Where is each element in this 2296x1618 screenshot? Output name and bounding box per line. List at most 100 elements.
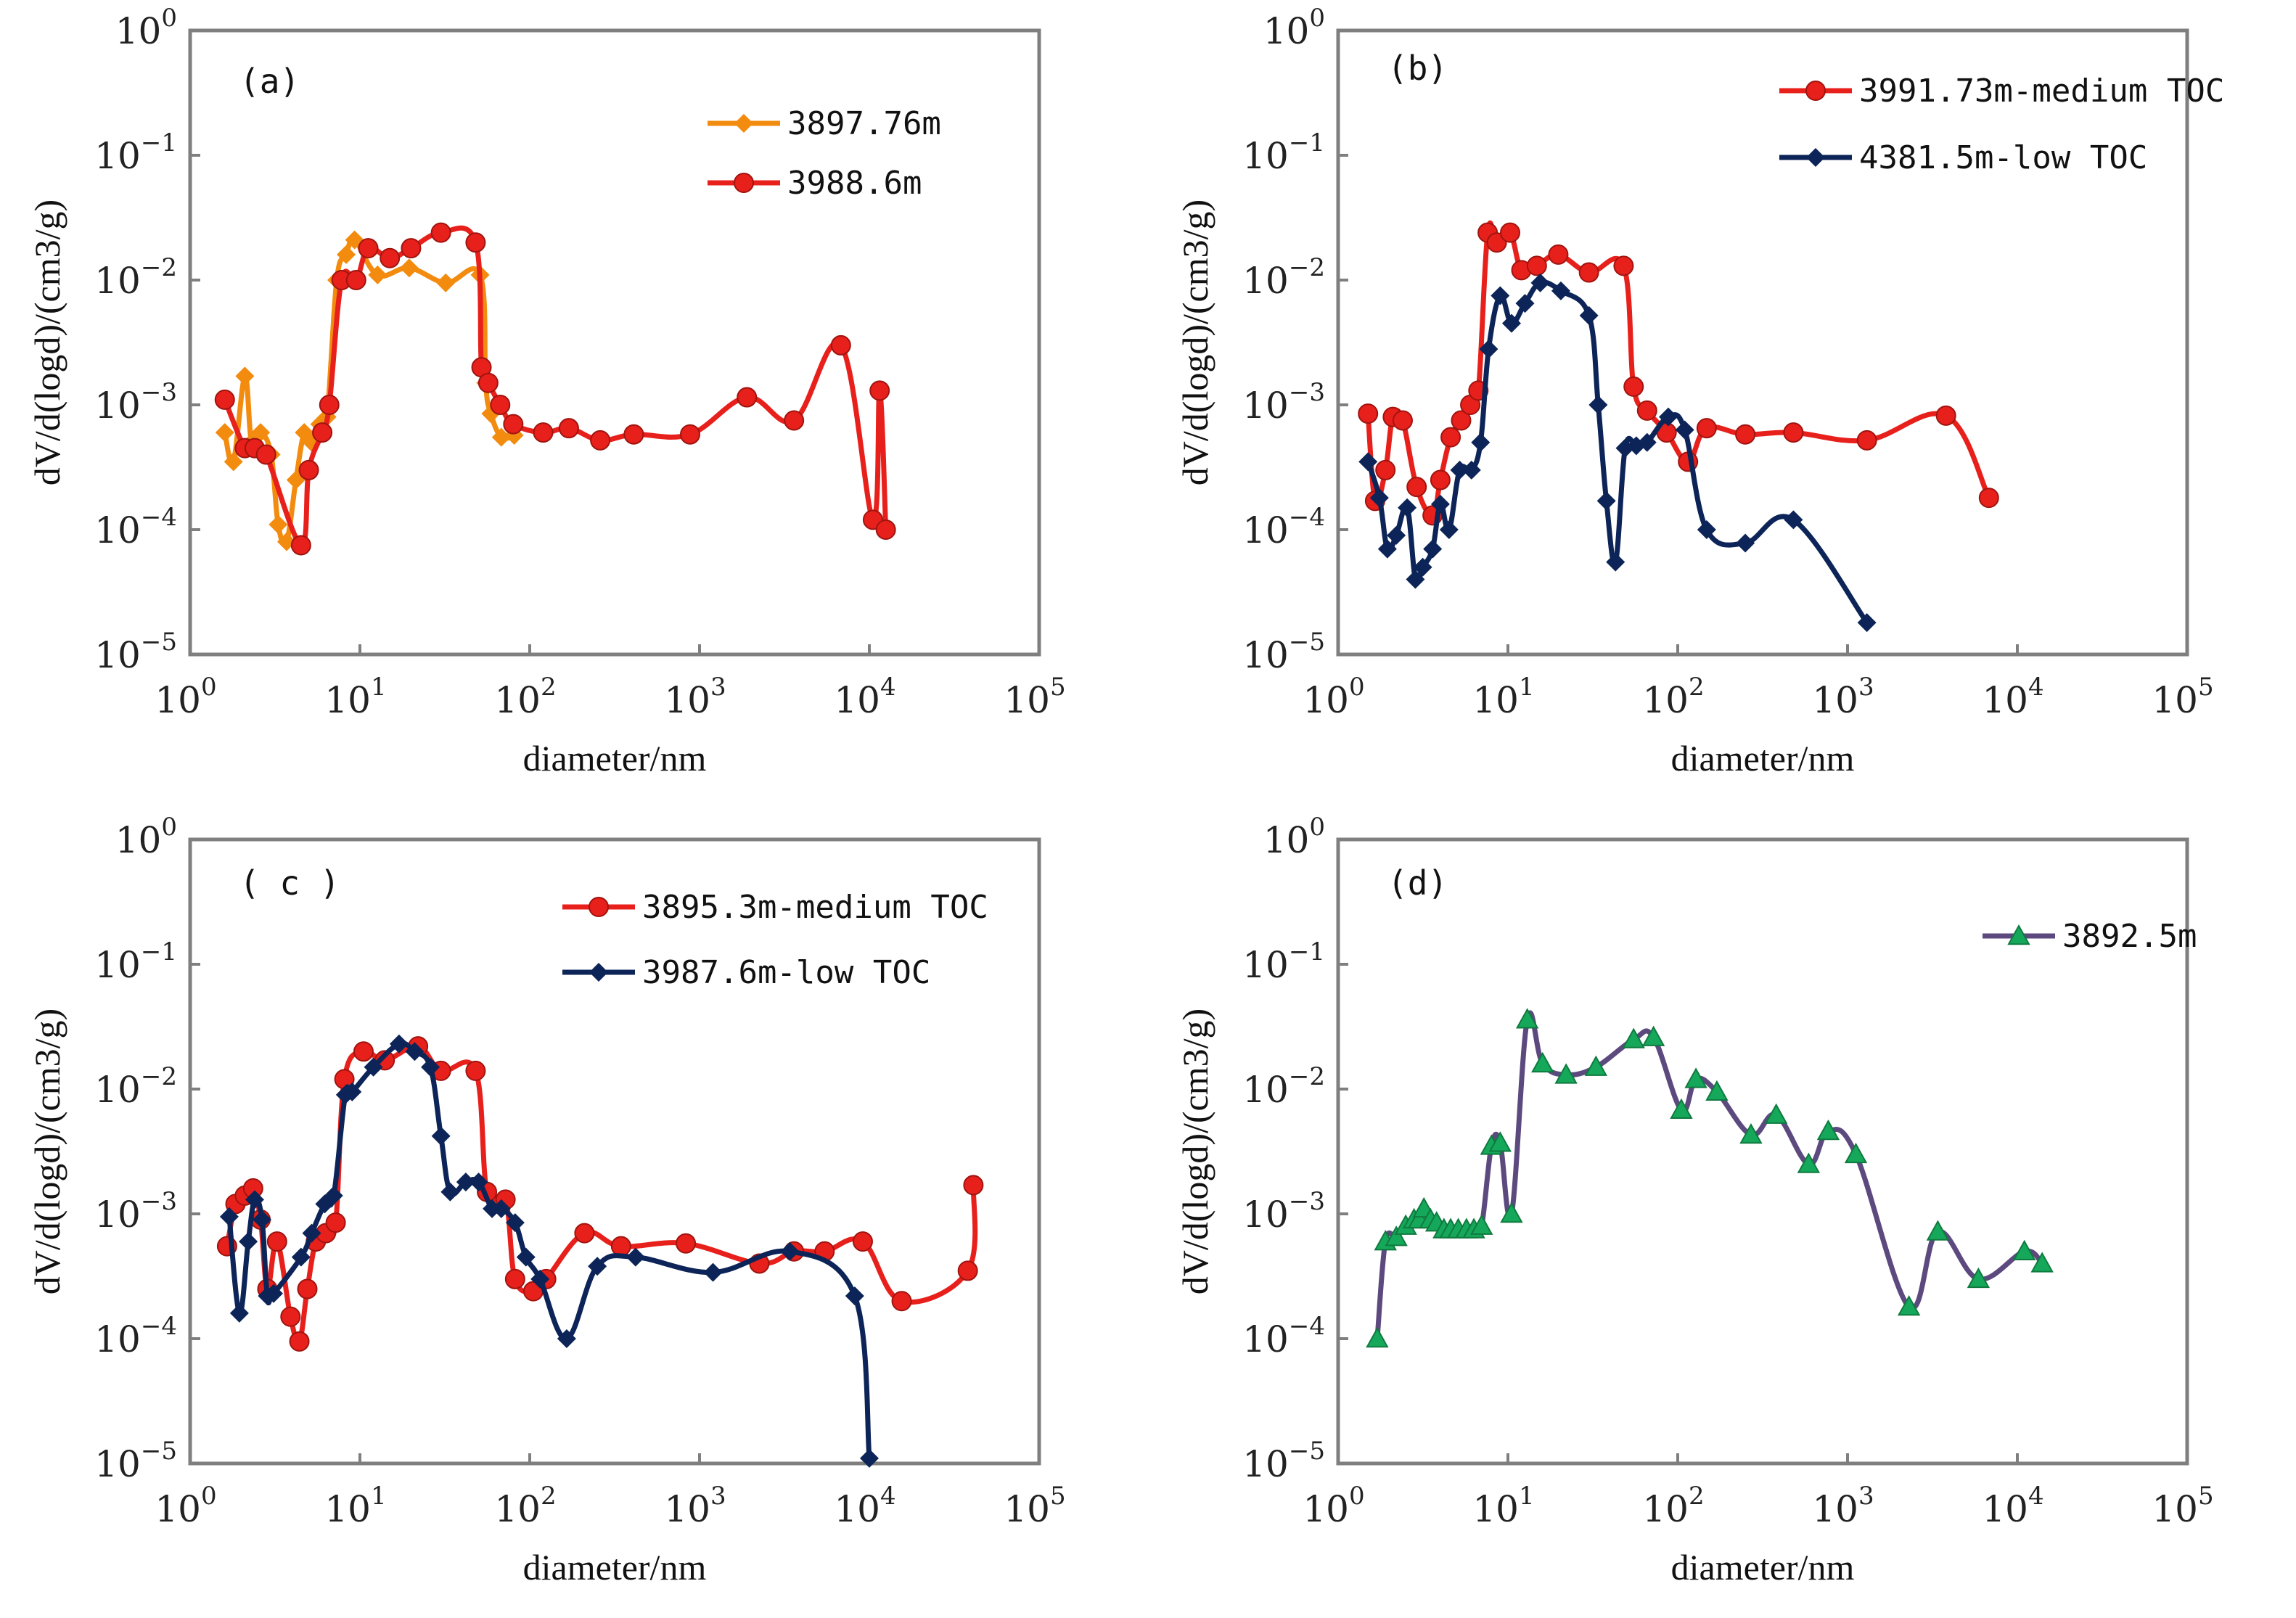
data-point <box>289 1331 310 1352</box>
y-tick-label: 10−5 <box>1242 1437 1325 1485</box>
x-tick-label: 103 <box>664 673 726 721</box>
data-point <box>574 1223 595 1244</box>
x-tick-label: 102 <box>494 1482 556 1530</box>
y-tick-label: 10−3 <box>1242 1187 1325 1236</box>
data-point <box>737 387 758 408</box>
y-tick-exponent: −5 <box>1289 628 1325 657</box>
y-axis-label: dV/d(logd)/(cm3/g) <box>1175 200 1215 485</box>
data-point <box>626 1247 645 1267</box>
data-point <box>845 1286 864 1306</box>
x-tick-label: 102 <box>1642 1482 1704 1530</box>
data-point <box>1392 410 1413 431</box>
data-point <box>1406 477 1427 498</box>
x-tick-label: 105 <box>1004 673 1065 721</box>
data-point <box>421 1057 440 1077</box>
legend-label: 3988.6m <box>787 165 922 202</box>
data-point <box>1596 491 1616 511</box>
data-point <box>1967 1267 1990 1289</box>
x-tick-label: 102 <box>494 673 556 721</box>
data-point <box>1622 1027 1645 1048</box>
data-point <box>219 1207 239 1226</box>
data-point <box>860 1448 879 1468</box>
data-point <box>297 1278 318 1299</box>
data-point <box>1413 557 1432 577</box>
data-point <box>290 535 311 556</box>
x-tick-exponent: 3 <box>710 673 726 702</box>
y-tick-exponent: −3 <box>141 378 177 407</box>
plot-frame <box>1336 28 2189 657</box>
x-tick-label: 104 <box>1982 673 2043 721</box>
data-point <box>1588 395 1608 414</box>
y-tick-exponent: −4 <box>141 1312 177 1341</box>
data-point <box>1856 430 1877 451</box>
y-tick-exponent: −5 <box>141 1437 177 1466</box>
plot-frame <box>188 837 1041 1466</box>
data-point <box>1857 613 1877 633</box>
data-point <box>456 1173 475 1192</box>
x-tick-label: 103 <box>1812 1482 1874 1530</box>
data-point <box>1423 539 1443 559</box>
data-point <box>1626 436 1646 456</box>
x-tick-label: 100 <box>155 1482 216 1530</box>
data-point <box>784 410 805 431</box>
data-point <box>1579 305 1599 325</box>
data-point <box>405 1042 425 1061</box>
data-point <box>345 270 366 290</box>
series-0 <box>1366 1008 2054 1348</box>
legend-marker <box>734 114 753 133</box>
y-tick-exponent: −2 <box>1289 253 1325 282</box>
data-point <box>1461 460 1481 480</box>
x-tick-label: 100 <box>1303 1482 1364 1530</box>
data-point <box>1526 255 1547 276</box>
legend-marker <box>589 963 608 982</box>
data-point <box>1491 286 1510 305</box>
x-tick-exponent: 2 <box>1689 673 1705 702</box>
legend-entry: 3987.6m-low TOC <box>562 954 930 991</box>
series-1 <box>219 1034 879 1468</box>
data-point <box>253 1210 272 1229</box>
legend-label: 3897.76m <box>787 105 941 142</box>
y-tick-label: 10−5 <box>94 628 177 676</box>
data-point <box>302 1223 321 1243</box>
data-point <box>1764 1103 1788 1124</box>
data-point <box>255 444 276 465</box>
x-tick-exponent: 5 <box>1050 1482 1066 1511</box>
data-point <box>2030 1252 2054 1273</box>
data-point <box>505 1213 525 1233</box>
x-tick-exponent: 1 <box>1519 673 1535 702</box>
legend-marker <box>1806 148 1825 167</box>
data-point <box>343 1082 362 1101</box>
data-point <box>1450 460 1469 480</box>
data-point <box>491 1199 511 1218</box>
data-point <box>399 258 419 278</box>
data-point <box>1897 1295 1921 1316</box>
y-tick-label: 10−2 <box>94 1062 177 1111</box>
panel-letter: (d) <box>1387 863 1448 903</box>
data-point <box>465 1060 486 1081</box>
data-point <box>298 459 319 480</box>
x-tick-label: 103 <box>664 1482 726 1530</box>
data-point <box>588 1257 607 1276</box>
x-axis-label: diameter/nm <box>523 1547 707 1588</box>
data-point <box>1736 533 1755 553</box>
y-tick-exponent: −2 <box>141 1062 177 1091</box>
data-point <box>440 1182 460 1202</box>
data-point <box>1783 422 1804 443</box>
x-tick-exponent: 2 <box>1689 1482 1705 1511</box>
y-tick-exponent: 0 <box>1309 4 1325 33</box>
data-point <box>1623 376 1644 397</box>
y-tick-exponent: −4 <box>141 503 177 532</box>
x-axis-label: diameter/nm <box>1671 1547 1855 1588</box>
y-tick-label: 10−3 <box>94 378 177 427</box>
y-tick-exponent: −3 <box>141 1187 177 1216</box>
legend-entry: 4381.5m-low TOC <box>1779 139 2147 176</box>
data-point <box>215 423 234 443</box>
data-point <box>1684 1067 1707 1088</box>
data-point <box>1978 488 1999 509</box>
data-point <box>469 1173 488 1192</box>
y-tick-exponent: −3 <box>1289 1187 1325 1216</box>
data-point <box>1358 452 1378 472</box>
data-point <box>430 222 451 243</box>
series-1 <box>214 222 896 556</box>
data-point <box>1385 1225 1408 1247</box>
